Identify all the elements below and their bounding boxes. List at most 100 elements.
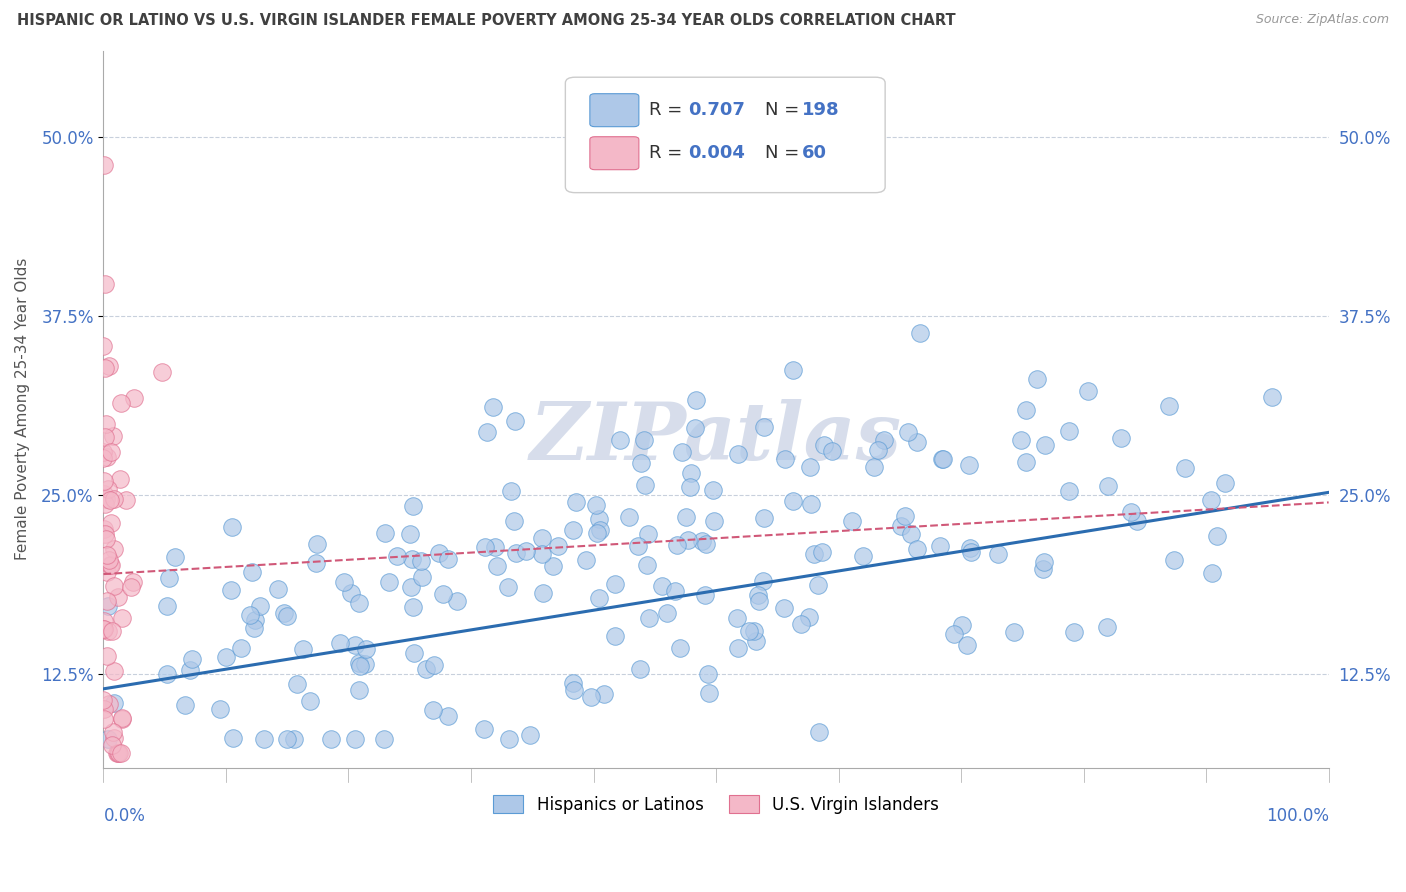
Point (98, 697, 121, 711)
Point (285, 677, 308, 691)
Point (446, 594, 468, 608)
Point (633, 477, 655, 491)
Point (329, 636, 352, 650)
Point (1077, 384, 1099, 398)
Point (790, 617, 813, 632)
Point (799, 609, 821, 624)
Point (240, 566, 263, 580)
Point (588, 512, 610, 526)
Point (956, 638, 979, 652)
Point (1097, 620, 1119, 634)
Point (103, 724, 125, 739)
Point (1015, 455, 1038, 469)
Point (543, 559, 565, 574)
Point (108, 472, 131, 486)
Point (221, 520, 243, 534)
Text: ZIPatlas: ZIPatlas (530, 399, 903, 476)
Text: 0.004: 0.004 (688, 145, 745, 162)
Point (1163, 553, 1185, 567)
Point (243, 613, 266, 627)
Point (97, 599, 120, 614)
Point (108, 747, 131, 761)
Point (94, 277, 117, 292)
Point (896, 425, 918, 439)
Point (474, 540, 496, 554)
Point (752, 510, 775, 524)
Point (579, 690, 602, 704)
Point (402, 646, 425, 660)
Point (157, 571, 180, 585)
Point (97, 732, 120, 747)
Point (344, 732, 367, 747)
Point (603, 629, 626, 643)
Point (100, 558, 122, 573)
Point (98, 359, 121, 373)
Point (908, 326, 931, 341)
Point (588, 591, 610, 606)
Point (93, 450, 115, 465)
Point (703, 514, 725, 528)
Point (585, 525, 607, 540)
Point (105, 747, 128, 761)
Point (813, 438, 835, 452)
Point (353, 657, 375, 672)
Point (929, 539, 952, 553)
Point (561, 523, 583, 537)
Text: HISPANIC OR LATINO VS U.S. VIRGIN ISLANDER FEMALE POVERTY AMONG 25-34 YEAR OLDS : HISPANIC OR LATINO VS U.S. VIRGIN ISLAND… (17, 13, 956, 29)
Point (773, 600, 796, 615)
Point (1057, 424, 1080, 438)
Point (398, 527, 420, 541)
Point (530, 531, 553, 545)
Point (1063, 624, 1085, 639)
Point (498, 732, 520, 747)
Text: N =: N = (765, 101, 806, 120)
Point (671, 445, 693, 459)
Text: R =: R = (648, 101, 688, 120)
Point (165, 550, 187, 565)
Point (422, 703, 444, 717)
Point (702, 483, 724, 498)
FancyBboxPatch shape (591, 136, 638, 169)
Point (585, 498, 607, 512)
Point (628, 662, 651, 676)
FancyBboxPatch shape (565, 78, 886, 193)
Point (103, 492, 125, 507)
Point (409, 554, 432, 568)
Point (333, 574, 356, 589)
Point (93, 487, 115, 501)
Text: 0.707: 0.707 (688, 101, 745, 120)
Point (349, 596, 371, 610)
Point (931, 452, 953, 467)
Point (863, 460, 886, 475)
Point (890, 519, 912, 533)
Point (609, 434, 631, 448)
Point (485, 559, 508, 574)
Point (1261, 390, 1284, 404)
Point (655, 606, 678, 620)
Point (519, 728, 541, 742)
Point (627, 540, 650, 554)
Point (987, 547, 1010, 561)
Y-axis label: Female Poverty Among 25-34 Year Olds: Female Poverty Among 25-34 Year Olds (15, 258, 30, 560)
Point (669, 640, 692, 655)
Point (738, 624, 761, 638)
Point (799, 460, 821, 475)
Point (547, 539, 569, 553)
Point (1010, 433, 1032, 447)
Point (852, 549, 875, 563)
Point (305, 557, 328, 571)
Point (103, 664, 125, 678)
Point (588, 523, 610, 537)
Point (93, 702, 115, 716)
Point (96, 417, 118, 432)
Point (101, 624, 124, 639)
Point (249, 599, 271, 614)
Point (752, 419, 775, 434)
Point (1057, 483, 1080, 498)
Point (474, 723, 496, 737)
Point (219, 582, 242, 597)
Point (93, 622, 115, 636)
Point (103, 542, 125, 557)
Point (775, 451, 797, 466)
Point (276, 732, 298, 747)
